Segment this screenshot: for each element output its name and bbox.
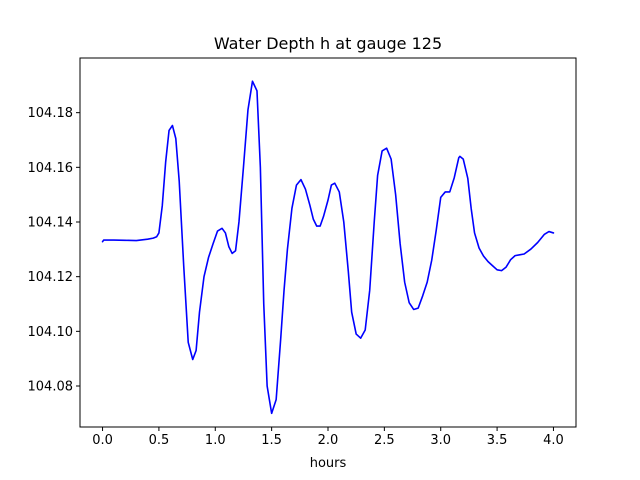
x-tick-label: 1.0 [205, 433, 226, 448]
x-axis-label: hours [310, 456, 347, 471]
y-tick-label: 104.18 [28, 106, 74, 121]
x-tick-label: 3.0 [430, 433, 451, 448]
plot-frame [79, 57, 577, 428]
x-tick-label: 2.5 [374, 433, 395, 448]
x-tick-label: 2.0 [318, 433, 339, 448]
y-tick-label: 104.12 [28, 270, 74, 285]
y-tick-label: 104.16 [28, 161, 74, 176]
x-tick-label: 1.5 [261, 433, 282, 448]
x-axis-ticks: 0.0 0.5 1.0 1.5 2.0 2.5 3.0 3.5 4.0 [92, 427, 564, 448]
y-tick-label: 104.08 [28, 380, 74, 395]
x-tick-label: 4.0 [543, 433, 564, 448]
y-tick-label: 104.10 [28, 325, 74, 340]
x-tick-label: 0.5 [149, 433, 170, 448]
y-tick-label: 104.14 [28, 216, 74, 231]
series-line-0 [101, 80, 555, 415]
series-layer [101, 80, 555, 415]
y-axis-ticks: 104.08 104.10 104.12 104.14 104.16 104.18 [28, 106, 80, 395]
x-tick-label: 0.0 [92, 433, 113, 448]
x-tick-label: 3.5 [487, 433, 508, 448]
chart-title: Water Depth h at gauge 125 [214, 34, 442, 53]
